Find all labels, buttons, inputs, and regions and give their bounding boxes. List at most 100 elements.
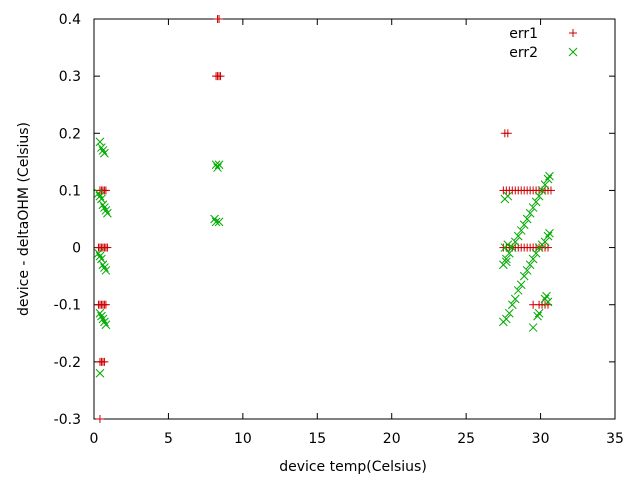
x-tick-label: 10 — [234, 431, 252, 447]
y-axis-title: device - deltaOHM (Celsius) — [16, 122, 32, 316]
err2-point — [100, 203, 109, 212]
data-points-layer — [94, 15, 555, 423]
plot-border — [93, 18, 616, 420]
err2-point — [537, 186, 547, 195]
err2-point — [519, 220, 529, 230]
err2-point — [101, 320, 111, 330]
y-tick-label: 0 — [72, 241, 81, 257]
err2-point — [540, 237, 550, 247]
err1-point — [546, 186, 555, 195]
err2-point — [545, 228, 554, 238]
err2-point — [522, 266, 532, 275]
err2-point — [534, 191, 544, 201]
legend-label-err1: err1 — [509, 26, 538, 42]
err2-point — [97, 143, 106, 152]
err2-point — [510, 237, 520, 247]
err2-point — [503, 240, 513, 250]
plot-frame-layer — [93, 18, 616, 420]
err2-point — [504, 308, 514, 318]
x-axis-title: device temp(Celsius) — [279, 459, 427, 475]
err2-point — [210, 214, 219, 224]
x-tick-label: 20 — [383, 431, 401, 447]
err2-point — [516, 280, 526, 290]
err2-point — [507, 300, 517, 310]
x-tick-label: 15 — [308, 431, 326, 447]
err2-point — [543, 231, 553, 241]
err2-point — [531, 197, 541, 207]
y-tick-label: -0.3 — [54, 412, 81, 428]
err2-point — [95, 308, 105, 318]
err2-point — [545, 171, 554, 181]
err2-point — [98, 200, 108, 210]
err2-point — [501, 314, 511, 324]
x-tick-label: 30 — [532, 431, 550, 447]
err2-point — [513, 231, 523, 241]
err2-point — [522, 214, 532, 224]
err2-point — [507, 243, 517, 252]
err2-point — [513, 286, 523, 295]
err2-point — [95, 368, 105, 378]
err2-point — [97, 311, 106, 321]
err2-point — [510, 294, 520, 304]
err2-point — [516, 226, 526, 235]
err2-point — [95, 251, 105, 261]
err2-point — [211, 217, 221, 227]
err2-point — [98, 314, 108, 324]
err2-point — [528, 254, 538, 264]
err2-point — [519, 271, 529, 281]
err1-point — [215, 15, 224, 23]
x-tick-label: 0 — [90, 431, 99, 447]
err2-point — [95, 191, 105, 201]
err2-point — [501, 254, 511, 264]
legend: err1 err2 — [509, 26, 578, 61]
err2-point — [525, 260, 535, 270]
x-tick-label: 5 — [164, 431, 173, 447]
err2-point — [100, 317, 109, 327]
err2-point — [101, 266, 111, 275]
err2-point — [101, 206, 111, 215]
err2-point — [528, 203, 538, 212]
x-tick-label: 25 — [457, 431, 475, 447]
err2-point — [103, 208, 112, 218]
legend-label-err2: err2 — [509, 45, 538, 61]
err2-point — [531, 248, 541, 258]
y-tick-label: 0.2 — [59, 126, 81, 142]
err2-point — [540, 180, 550, 190]
y-tick-label: -0.1 — [54, 298, 81, 314]
err1-point — [101, 300, 110, 309]
err2-point — [214, 160, 224, 170]
err2-point — [543, 297, 553, 307]
err2-point — [213, 163, 222, 172]
err2-point — [528, 323, 538, 332]
err1-point — [103, 243, 112, 252]
err2-point — [94, 248, 103, 258]
err2-point — [95, 137, 105, 147]
err2-point — [499, 260, 508, 270]
err2-point — [525, 208, 535, 218]
err2-point — [503, 191, 513, 201]
legend-marker-err2 — [568, 47, 578, 57]
y-tick-label: 0.3 — [59, 69, 81, 85]
err2-point — [214, 217, 224, 227]
legend-marker-err1 — [569, 29, 577, 37]
y-tick-label: 0.4 — [59, 12, 81, 28]
err1-point — [216, 72, 225, 81]
err2-point — [533, 311, 542, 321]
err2-point — [97, 254, 106, 264]
err2-point — [211, 160, 221, 170]
y-tick-label: 0.1 — [59, 183, 81, 199]
err2-point — [98, 146, 108, 155]
err2-point — [543, 174, 553, 184]
err2-point — [534, 308, 544, 318]
err2-point — [100, 263, 109, 272]
err1-point — [101, 186, 110, 195]
err1-point — [95, 415, 104, 423]
err2-point — [542, 291, 551, 301]
err2-point — [97, 194, 106, 204]
y-tick-label: -0.2 — [54, 355, 81, 371]
err2-point — [98, 260, 108, 270]
err2-point — [504, 248, 514, 258]
axis-ticks-layer: 0 5 10 15 20 25 30 35 -0.3 -0.2 -0.1 0 0.1 0.2 0.3 0.4 — [54, 12, 624, 447]
